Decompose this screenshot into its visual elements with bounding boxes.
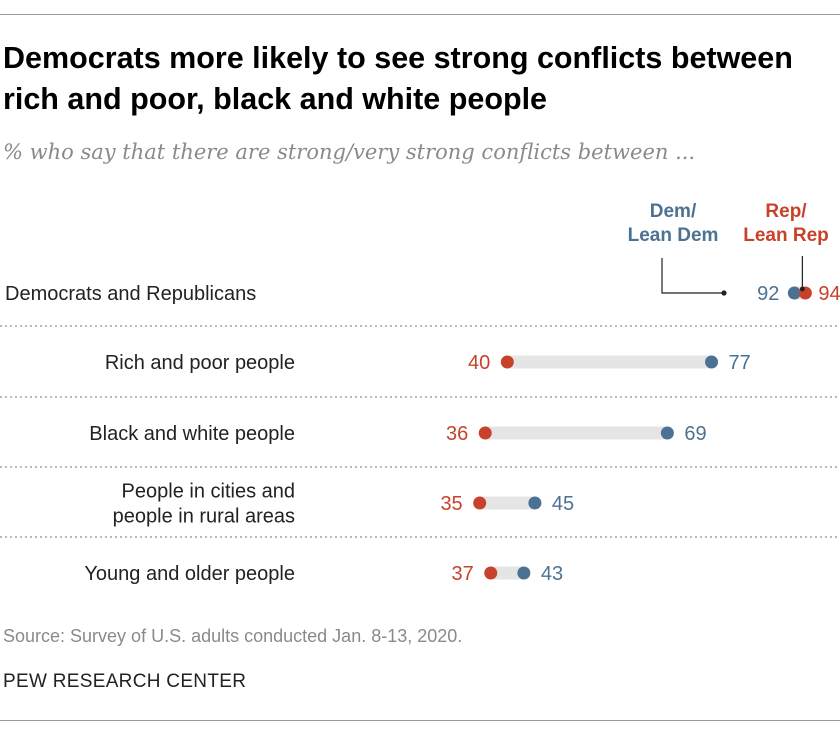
- dem-value-label-5: 43: [541, 563, 563, 585]
- legend-rep-leader-dot: [799, 286, 805, 292]
- chart-title: Democrats more likely to see strong conf…: [3, 41, 793, 116]
- organization-name: PEW RESEARCH CENTER: [3, 671, 247, 692]
- rep-dot-2: [500, 355, 514, 369]
- source-note: Source: Survey of U.S. adults conducted …: [3, 626, 463, 646]
- rep-dot-4: [473, 496, 487, 510]
- rep-value-label-2: 40: [468, 352, 490, 374]
- dem-dot-2: [705, 355, 719, 369]
- rep-dot-5: [484, 566, 498, 580]
- category-label-1: Democrats and Republicans: [5, 283, 256, 305]
- dem-dot-1: [787, 286, 801, 300]
- dem-dot-4: [528, 496, 542, 510]
- rep-value-label-4: 35: [440, 493, 462, 515]
- dem-dot-5: [517, 566, 531, 580]
- rep-value-label-3: 36: [446, 423, 468, 445]
- rep-dot-3: [478, 426, 492, 440]
- rep-value-label-5: 37: [451, 563, 473, 585]
- dem-value-label-3: 69: [684, 423, 706, 445]
- bottom-rule: [0, 720, 840, 721]
- dem-value-label-4: 45: [552, 493, 574, 515]
- dot-plot: Democrats and Republicans 92 94 Rich and po…: [0, 201, 840, 585]
- dem-dot-3: [660, 426, 674, 440]
- dem-value-label-1: 92: [757, 283, 779, 305]
- category-label-2: Rich and poor people: [105, 352, 295, 374]
- category-label-3: Black and white people: [89, 423, 295, 445]
- legend-rep-label: Rep/Lean Rep: [743, 201, 829, 246]
- rep-value-label-1: 94: [818, 283, 840, 305]
- dem-value-label-2: 77: [729, 352, 751, 374]
- category-label-5: Young and older people: [84, 563, 295, 585]
- category-label-4: People in cities and people in rural area…: [113, 481, 295, 528]
- chart-subtitle: % who say that there are strong/very str…: [3, 140, 696, 164]
- legend-dem-label: Dem/Lean Dem: [628, 201, 719, 246]
- top-rule: [0, 14, 840, 15]
- legend-dem-leader-line: [661, 258, 724, 294]
